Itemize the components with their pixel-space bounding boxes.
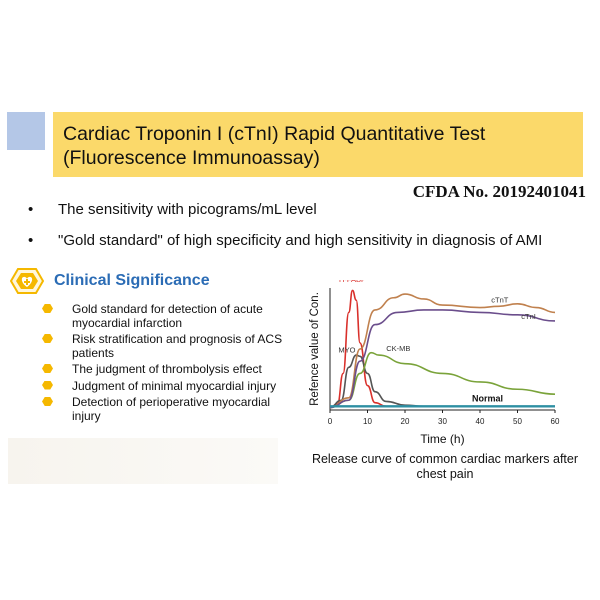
x-tick-label: 0: [328, 417, 333, 426]
background-band: [8, 438, 278, 484]
feature-text: "Gold standard" of high specificity and …: [58, 232, 543, 249]
release-curve-chart: 0 10 20 30 40 50 60 Time (h) Refence value of Co…: [300, 275, 590, 490]
feature-item: • The sensitivity with picograms/mL level: [28, 200, 542, 220]
cfda-number: CFDA No. 20192401041: [412, 182, 586, 201]
bullet-dot: •: [28, 201, 34, 218]
significance-item: Gold standard for detection of acute myo…: [42, 302, 292, 330]
page-title-line-1: Cardiac Troponin I (cTnI) Rapid Quantita…: [63, 123, 486, 145]
x-tick-label: 10: [363, 417, 372, 426]
y-axis-label: Refence value of Con.: [309, 292, 321, 406]
feature-text: The sensitivity with picograms/mL level: [58, 201, 317, 218]
significance-text: The judgment of thrombolysis effect: [72, 362, 262, 376]
x-tick-label: 50: [513, 417, 522, 426]
x-tick-label: 30: [438, 417, 447, 426]
series-label-ctnt: cTnT: [491, 295, 509, 304]
series-line-h-fabp: [329, 289, 405, 409]
series-label-h-fabp: H-FABP: [339, 280, 366, 284]
page-title-line-2: (Fluorescence Immunoassay): [63, 147, 320, 169]
section-title: Clinical Significance: [54, 272, 210, 289]
series-label-ctni: cTnI: [521, 312, 536, 321]
hexagon-bullet-icon: [42, 364, 53, 373]
x-tick-label: 60: [551, 417, 560, 426]
chart-caption: Release curve of common cardiac markers …: [311, 452, 579, 481]
x-axis-label: Time (h): [420, 432, 464, 446]
chart-svg: 0 10 20 30 40 50 60 Time (h) Refence value of Co…: [309, 275, 560, 446]
clinical-significance-heading: Clinical Significance: [9, 268, 210, 294]
series-line-ctnt: [329, 293, 556, 409]
hexagon-bullet-icon: [42, 380, 53, 390]
x-tick-label: 20: [401, 417, 410, 426]
significance-item: The judgment of thrombolysis effect: [42, 362, 292, 377]
series-line-myo: [329, 354, 424, 409]
significance-item: Risk stratification and prognosis of ACS…: [42, 332, 292, 360]
x-tick-label: 40: [476, 417, 485, 426]
feature-item: • "Gold standard" of high specificity and…: [28, 231, 542, 251]
significance-item: Judgment of minimal myocardial injury: [42, 378, 292, 394]
hexagon-bullet-icon: [42, 397, 53, 406]
feature-list: • The sensitivity with picograms/mL level…: [28, 200, 542, 262]
significance-text: Gold standard for detection of acute myo…: [72, 302, 263, 330]
series-line-ck-mb: [329, 351, 556, 409]
series-line-ctni: [329, 309, 556, 409]
series-label-myo: MYO: [338, 345, 355, 354]
significance-text: Detection of perioperative myocardial in…: [72, 395, 271, 423]
hexagon-bullet-icon: [42, 334, 53, 343]
significance-text: Risk stratification and prognosis of ACS…: [72, 332, 283, 360]
series-label-ck-mb: CK-MB: [386, 344, 410, 353]
series-label-normal: Normal: [472, 393, 503, 403]
accent-square: [7, 112, 45, 150]
significance-list: Gold standard for detection of acute myo…: [42, 302, 292, 426]
significance-item: Detection of perioperative myocardial in…: [42, 395, 292, 423]
bullet-dot: •: [28, 232, 34, 249]
title-banner: Cardiac Troponin I (cTnI) Rapid Quantita…: [53, 112, 583, 177]
significance-text: Judgment of minimal myocardial injury: [72, 378, 277, 393]
hexagon-bullet-icon: [42, 304, 53, 313]
heart-plus-hexagon-icon: [9, 268, 45, 294]
